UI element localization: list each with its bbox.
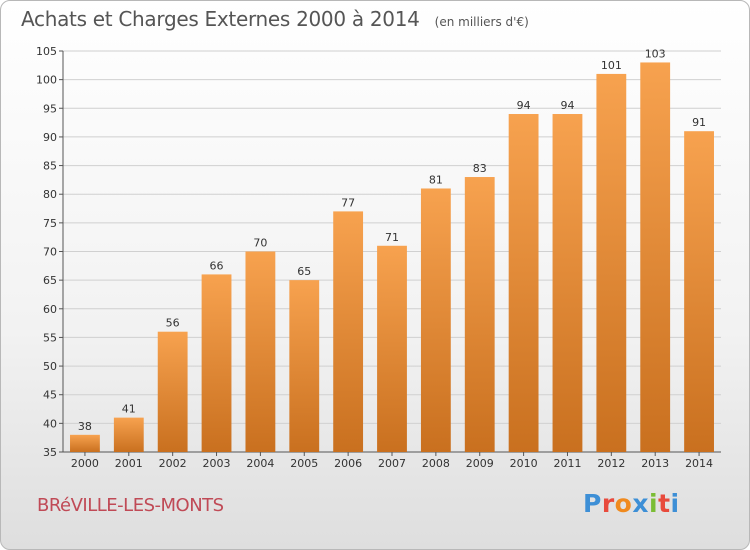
x-tick-label-2008: 2008	[422, 457, 450, 470]
data-label-2003: 66	[210, 259, 224, 272]
data-label-2009: 83	[473, 162, 487, 175]
logo-letter: i	[649, 489, 659, 518]
bar-2003	[201, 274, 232, 452]
data-label-2006: 77	[341, 196, 355, 209]
bar-2008	[420, 188, 451, 452]
x-tick-label-2007: 2007	[378, 457, 406, 470]
y-tick-label: 80	[43, 188, 57, 201]
y-tick-label: 105	[36, 45, 57, 58]
x-tick-label-2010: 2010	[510, 457, 538, 470]
logo-letter: i	[670, 489, 680, 518]
bar-layer	[70, 62, 714, 453]
logo-letter: r	[601, 489, 615, 518]
y-tick-label: 70	[43, 246, 57, 259]
x-tick-label-2011: 2011	[553, 457, 581, 470]
logo-letter: o	[614, 489, 633, 518]
bar-2013	[640, 62, 671, 452]
x-tick-label-2004: 2004	[246, 457, 274, 470]
bar-2006	[333, 211, 364, 452]
bar-2014	[684, 131, 714, 452]
bar-2000	[70, 434, 100, 452]
y-tick-label: 55	[43, 331, 57, 344]
y-tick-label: 50	[43, 360, 57, 373]
bar-2001	[113, 417, 144, 452]
y-tick-label: 100	[36, 74, 57, 87]
x-tick-label-2001: 2001	[115, 457, 143, 470]
logo-letter: x	[632, 489, 649, 518]
x-tick-label-2003: 2003	[203, 457, 231, 470]
bar-2004	[245, 251, 276, 452]
chart-title: Achats et Charges Externes 2000 à 2014	[21, 7, 420, 31]
data-label-2013: 103	[645, 47, 666, 60]
y-tick-label: 90	[43, 131, 57, 144]
x-tick-label-2005: 2005	[290, 457, 318, 470]
chart-unit: (en milliers d'€)	[434, 15, 529, 29]
data-label-2002: 56	[166, 317, 180, 330]
city-name: BRéVILLE-LES-MONTS	[37, 495, 224, 516]
bar-2011	[552, 114, 583, 452]
y-tick-label: 85	[43, 160, 57, 173]
bar-2012	[596, 73, 627, 453]
data-label-2014: 91	[692, 116, 706, 129]
x-tick-label-2012: 2012	[597, 457, 625, 470]
y-tick-label: 60	[43, 303, 57, 316]
y-tick-label: 40	[43, 417, 57, 430]
bar-2010	[508, 114, 539, 452]
data-label-2004: 70	[253, 237, 267, 250]
y-tick-label: 45	[43, 389, 57, 402]
logo-letter: t	[658, 489, 671, 518]
logo-letter: P	[583, 489, 602, 518]
x-tick-label-2009: 2009	[466, 457, 494, 470]
data-label-2005: 65	[297, 265, 311, 278]
y-tick-label: 75	[43, 217, 57, 230]
x-tick-label-2014: 2014	[685, 457, 713, 470]
y-tick-label: 95	[43, 102, 57, 115]
bar-2007	[377, 245, 407, 452]
data-label-2001: 41	[122, 403, 136, 416]
bar-2009	[464, 177, 495, 452]
x-tick-label-2013: 2013	[641, 457, 669, 470]
data-label-2007: 71	[385, 231, 399, 244]
x-tick-label-2000: 2000	[71, 457, 99, 470]
x-tick-label-2006: 2006	[334, 457, 362, 470]
y-tick-label: 35	[43, 446, 57, 459]
data-label-2011: 94	[560, 99, 574, 112]
data-label-2000: 38	[78, 420, 92, 433]
title-row: Achats et Charges Externes 2000 à 2014 (…	[21, 7, 529, 31]
proxiti-logo: Proxiti	[583, 489, 680, 518]
data-label-2010: 94	[517, 99, 531, 112]
y-tick-label: 65	[43, 274, 57, 287]
bar-2002	[157, 331, 188, 452]
data-label-2008: 81	[429, 173, 443, 186]
bar-2005	[289, 280, 320, 452]
data-label-2012: 101	[601, 59, 622, 72]
label-layer: 38 41 56 66 70 65 77 71 81 83 94 94 101 103 91	[78, 47, 706, 432]
x-tick-label-2002: 2002	[159, 457, 187, 470]
